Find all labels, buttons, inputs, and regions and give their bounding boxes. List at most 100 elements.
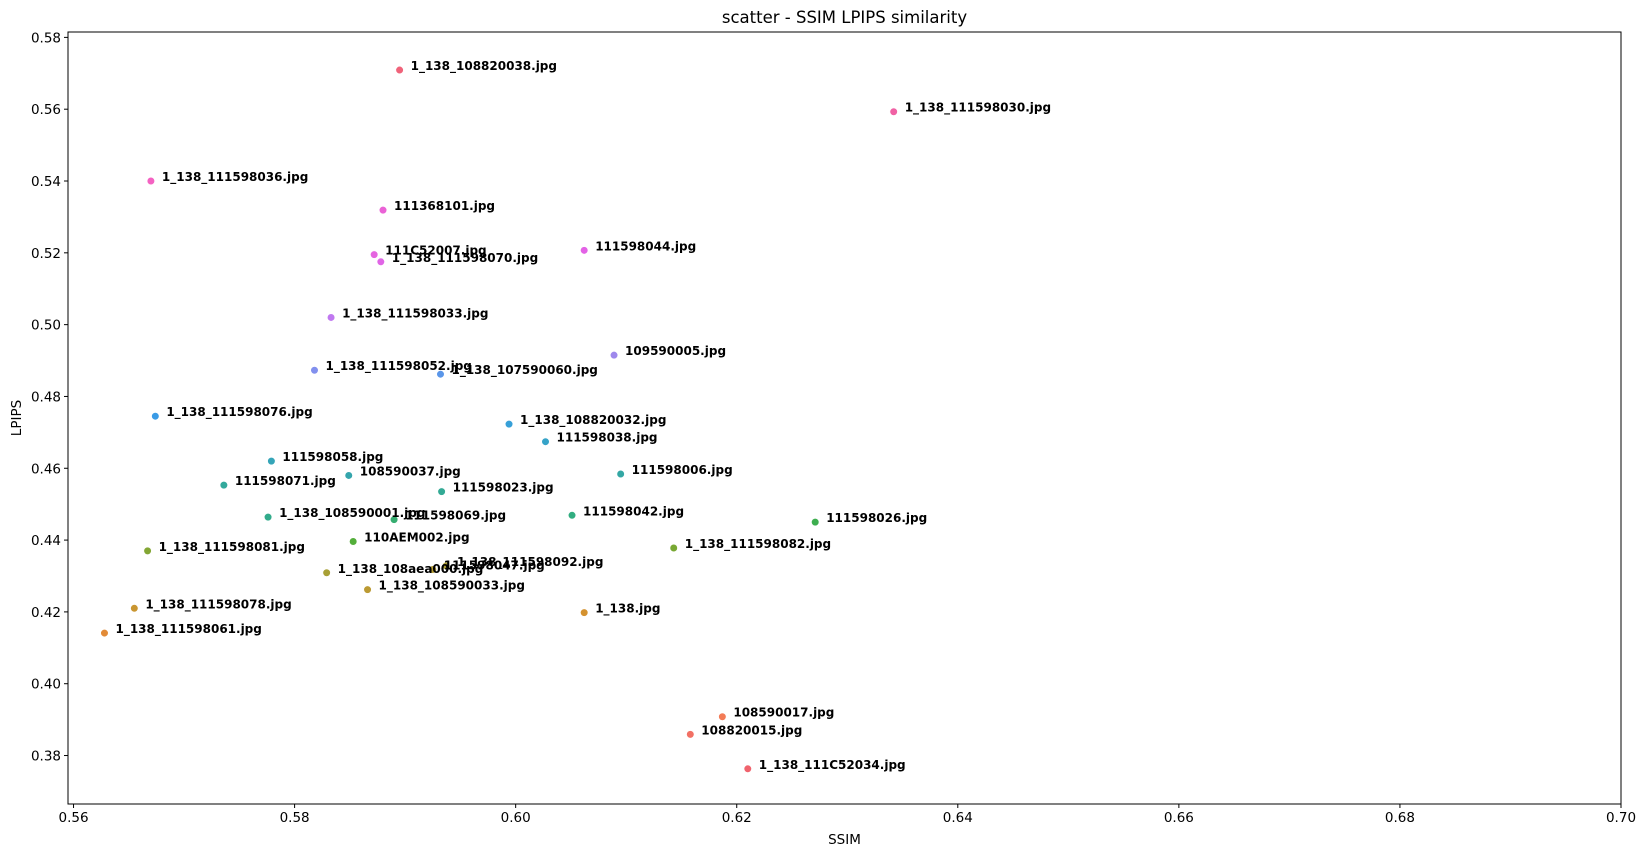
data-point-label: 111598071.jpg (235, 474, 336, 488)
data-point-label: 109590005.jpg (625, 344, 726, 358)
data-point (428, 565, 437, 574)
y-tick-label: 0.52 (31, 246, 61, 262)
data-point-label: 111368101.jpg (394, 199, 495, 213)
data-point (378, 205, 388, 215)
data-point-label: 1_138_108820038.jpg (411, 59, 557, 74)
x-axis-label: SSIM (828, 832, 861, 848)
data-point-label: 1_138_107590060.jpg (451, 363, 597, 378)
x-tick-label: 0.64 (943, 810, 973, 826)
data-point-label: 111598023.jpg (453, 481, 554, 495)
y-tick-label: 0.54 (31, 174, 61, 190)
data-point-label: 1_138_111598081.jpg (159, 540, 305, 555)
data-point (267, 456, 276, 466)
y-tick-label: 0.40 (31, 677, 61, 693)
x-tick-label: 0.66 (1164, 810, 1194, 826)
data-point (146, 176, 156, 186)
y-tick-label: 0.50 (31, 318, 61, 334)
y-tick-label: 0.56 (31, 102, 61, 118)
data-point (811, 518, 820, 527)
data-point (349, 537, 358, 546)
data-point (609, 351, 619, 360)
data-point-label: 1_138_111598061.jpg (115, 622, 261, 637)
data-point (395, 65, 404, 75)
data-point (580, 246, 589, 255)
data-point-label: 1_138_111598078.jpg (145, 597, 291, 612)
y-tick-label: 0.38 (31, 749, 61, 765)
data-point-label: 1_138_111598030.jpg (905, 101, 1051, 116)
x-tick-label: 0.60 (501, 810, 531, 826)
data-point (344, 471, 353, 480)
data-point-label: 1_138_108590033.jpg (379, 579, 525, 594)
data-point-label: 111598069.jpg (405, 509, 506, 523)
data-point (541, 437, 550, 446)
data-point (143, 546, 152, 555)
data-point (130, 604, 139, 613)
data-point-label: 1_138_111598076.jpg (166, 405, 312, 420)
data-point (669, 543, 678, 553)
data-point-label: 111598042.jpg (583, 504, 684, 518)
data-point (363, 585, 372, 594)
data-point (370, 250, 379, 259)
data-point (389, 515, 399, 524)
data-point-label: 108590037.jpg (360, 464, 461, 478)
data-point-label: 108820015.jpg (701, 723, 802, 737)
y-tick-label: 0.58 (31, 30, 61, 46)
data-point-label: 111598058.jpg (282, 450, 383, 464)
data-point (441, 561, 451, 571)
x-tick-label: 0.70 (1606, 810, 1636, 826)
data-point-label: 111598006.jpg (632, 463, 733, 477)
data-point-label: 1_138_108aea000.jpg (338, 562, 484, 577)
x-axis: 0.56 0.58 0.60 0.62 0.64 0.66 0.68 0.70 (58, 804, 1636, 826)
data-point-label: 111598044.jpg (595, 239, 696, 253)
data-point (376, 257, 385, 266)
data-point (580, 608, 589, 617)
y-tick-label: 0.42 (31, 605, 61, 621)
data-point (718, 712, 727, 721)
data-point-label: 1_138_111598033.jpg (342, 306, 488, 321)
data-point-label: 111C52007.jpg (385, 244, 486, 258)
data-point (686, 730, 695, 739)
data-point (504, 420, 514, 429)
data-point-label: 1_138_111598082.jpg (685, 537, 831, 552)
x-tick-label: 0.68 (1385, 810, 1415, 826)
y-tick-label: 0.48 (31, 389, 61, 405)
data-point-label: 111598038.jpg (557, 431, 658, 445)
data-point (151, 412, 160, 421)
data-point (310, 366, 319, 375)
data-point-label: 1_138_111598070.jpg (392, 251, 538, 266)
data-point (437, 487, 446, 496)
data-point (322, 568, 331, 577)
data-point-label: 1_138_108590001.jpg (279, 506, 425, 521)
data-point (889, 107, 898, 116)
y-axis: 0.38 0.40 0.42 0.44 0.46 0.48 0.50 0.52 0.54 0.56… (31, 30, 68, 765)
data-point-label: 1_138_111598052.jpg (325, 359, 471, 374)
data-point (219, 481, 228, 490)
data-point (100, 628, 109, 638)
data-point (436, 370, 445, 379)
y-axis-label: LPIPS (9, 400, 25, 436)
data-point (743, 764, 752, 773)
x-tick-label: 0.56 (58, 810, 88, 826)
data-point-label: 111598026.jpg (826, 511, 927, 525)
data-point-label: 108590017.jpg (733, 706, 834, 720)
data-point-label: 1_138.jpg (595, 602, 660, 617)
data-point (616, 469, 625, 479)
data-point-label: 1_138_111598036.jpg (162, 170, 308, 185)
data-point-label: 1_138_108820032.jpg (520, 413, 666, 428)
data-point (326, 313, 336, 322)
data-point-label: 1_138_111C52034.jpg (759, 758, 906, 773)
x-tick-label: 0.62 (722, 810, 752, 826)
data-point-label: 110AEM002.jpg (364, 531, 469, 545)
plot-frame (67, 31, 1622, 805)
data-point (567, 511, 577, 520)
y-tick-label: 0.46 (31, 461, 61, 477)
y-tick-label: 0.44 (31, 533, 61, 549)
data-point-label: 1_138_111598092.jpg (457, 555, 603, 570)
data-point-label: 111598047.jpg (444, 559, 545, 573)
points-layer (100, 65, 898, 773)
point-labels-layer: 1_138_108820038.jpg 1_138_111598030.jpg 1_… (115, 59, 1051, 773)
x-tick-label: 0.58 (280, 810, 310, 826)
data-point (263, 513, 273, 522)
